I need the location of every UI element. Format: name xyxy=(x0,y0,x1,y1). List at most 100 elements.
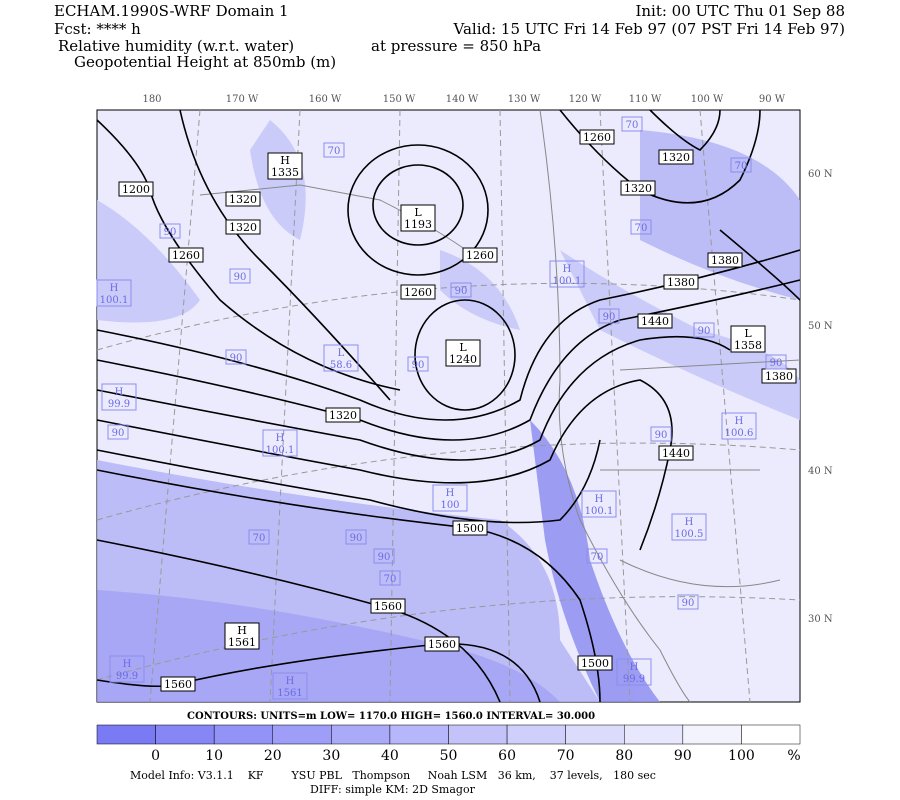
rh-label: 90 xyxy=(230,353,243,364)
rh-label-box xyxy=(345,529,367,545)
extremum-box xyxy=(267,152,303,180)
rh-extremum-value: 100.1 xyxy=(266,445,295,456)
extremum-box xyxy=(445,339,481,367)
colorbar: 0 10 20 30 40 50 60 70 80 90 100 xyxy=(96,724,801,764)
colorbar-tick: 20 xyxy=(264,748,282,764)
contour-info: CONTOURS: UNITS=m LOW= 1170.0 HIGH= 1560… xyxy=(187,711,595,722)
contour-label-box xyxy=(462,247,498,263)
rh-label-box xyxy=(693,322,715,338)
rh-label-box xyxy=(650,426,672,442)
colorbar-tick: 80 xyxy=(615,748,633,764)
colorbar-swatch xyxy=(213,724,274,745)
contour-label: 1320 xyxy=(329,409,357,422)
rh-extremum-kind: H xyxy=(446,488,455,499)
rh-extremum-box xyxy=(581,490,617,518)
fcst: Fcst: **** h xyxy=(54,20,141,38)
rh-label-box xyxy=(621,116,643,132)
colorbar-swatch xyxy=(155,724,215,745)
rh-extremum-kind: H xyxy=(735,416,744,427)
colorbar-swatch xyxy=(741,724,801,745)
contour-label: 1320 xyxy=(662,151,690,164)
humidity-fill xyxy=(97,120,800,702)
rh-extremum-kind: H xyxy=(286,676,295,687)
extremum-value: 1358 xyxy=(734,339,762,352)
contour-label-box xyxy=(637,313,673,329)
contour-label: 1500 xyxy=(456,522,484,535)
colorbar-swatch xyxy=(682,724,742,745)
rh-extremum-box xyxy=(262,429,298,457)
rh-label: 90 xyxy=(770,358,783,369)
rh-extremum-kind: H xyxy=(110,283,119,294)
rh-label-box xyxy=(630,219,652,235)
rh-extremum-box xyxy=(101,383,137,411)
field1: Relative humidity (w.r.t. water) xyxy=(58,37,294,55)
rh-extremum-box xyxy=(272,672,308,700)
rh-label: 90 xyxy=(112,428,125,439)
rh-extremum-box xyxy=(109,655,145,683)
contour-label: 1320 xyxy=(624,182,652,195)
contour-label: 1380 xyxy=(711,254,739,267)
lon-label: 110 W xyxy=(629,94,662,105)
extremum-kind: L xyxy=(459,341,467,354)
lon-label: 120 W xyxy=(569,94,602,105)
contour-label-box xyxy=(658,149,694,165)
colorbar-swatch xyxy=(624,724,684,745)
extremum-kind: L xyxy=(414,206,422,219)
extremum-kind: L xyxy=(744,327,752,340)
extremum-value: 1193 xyxy=(404,218,432,231)
map xyxy=(96,109,801,703)
colorbar-tick: 0 xyxy=(151,748,160,764)
rh-label: 70 xyxy=(253,533,266,544)
colorbar-tick: 60 xyxy=(498,748,516,764)
lon-label: 180 xyxy=(142,94,161,105)
rh-extremum-value: 1561 xyxy=(277,688,302,699)
rh-label: 70 xyxy=(626,120,639,131)
rh-label-box xyxy=(677,594,699,610)
footer-line2: DIFF: simple KM: 2D Smagor xyxy=(310,783,476,796)
rh-label-box xyxy=(407,356,429,372)
colorbar-swatch xyxy=(389,724,449,745)
contour-label-box xyxy=(577,655,613,671)
colorbar-tick: 40 xyxy=(381,748,399,764)
contour-label-box xyxy=(168,247,204,263)
contour-label-box xyxy=(225,191,261,207)
rh-label-box xyxy=(229,268,251,284)
contour-label-box xyxy=(658,445,694,461)
colorbar-swatch xyxy=(448,724,508,745)
rh-extremum-kind: L xyxy=(338,348,345,359)
rh-label-box xyxy=(159,223,181,239)
extremum-kind: H xyxy=(280,154,290,167)
rh-label: 90 xyxy=(164,227,177,238)
contour-label: 1320 xyxy=(229,221,257,234)
contour-label: 1260 xyxy=(583,131,611,144)
rh-extremum-value: 100.6 xyxy=(725,428,754,439)
rh-extremum-value: 100 xyxy=(440,500,459,511)
rh-extremum-value: 100.1 xyxy=(100,295,129,306)
rh-extremum-kind: H xyxy=(563,264,572,275)
extremum-value: 1561 xyxy=(228,636,256,649)
lon-label: 90 W xyxy=(759,94,786,105)
lon-label: 100 W xyxy=(691,94,724,105)
contour-label: 1440 xyxy=(641,315,669,328)
extremum-box xyxy=(400,204,436,232)
contour-label-box xyxy=(370,598,406,614)
valid: Valid: 15 UTC Fri 14 Feb 97 (07 PST Fri … xyxy=(453,20,845,38)
rh-label-box xyxy=(225,349,247,365)
rh-label-box xyxy=(248,529,270,545)
lat-label: 40 N xyxy=(808,466,833,477)
rh-extremum-kind: H xyxy=(685,517,694,528)
rh-extremum-value: 58.6 xyxy=(330,360,352,371)
rh-label-box xyxy=(765,354,787,370)
rh-label: 90 xyxy=(378,552,391,563)
rh-label: 90 xyxy=(655,430,668,441)
contour-label-box xyxy=(663,274,699,290)
rh-label-box xyxy=(373,548,395,564)
rh-extremum-box xyxy=(432,484,468,512)
rh-extremum-value: 99.9 xyxy=(108,399,130,410)
contour-label: 1560 xyxy=(164,678,192,691)
contour-label: 1500 xyxy=(581,657,609,670)
contour-label-box xyxy=(424,636,460,652)
field2: Geopotential Height at 850mb (m) xyxy=(74,53,336,71)
rh-label: 90 xyxy=(412,360,425,371)
